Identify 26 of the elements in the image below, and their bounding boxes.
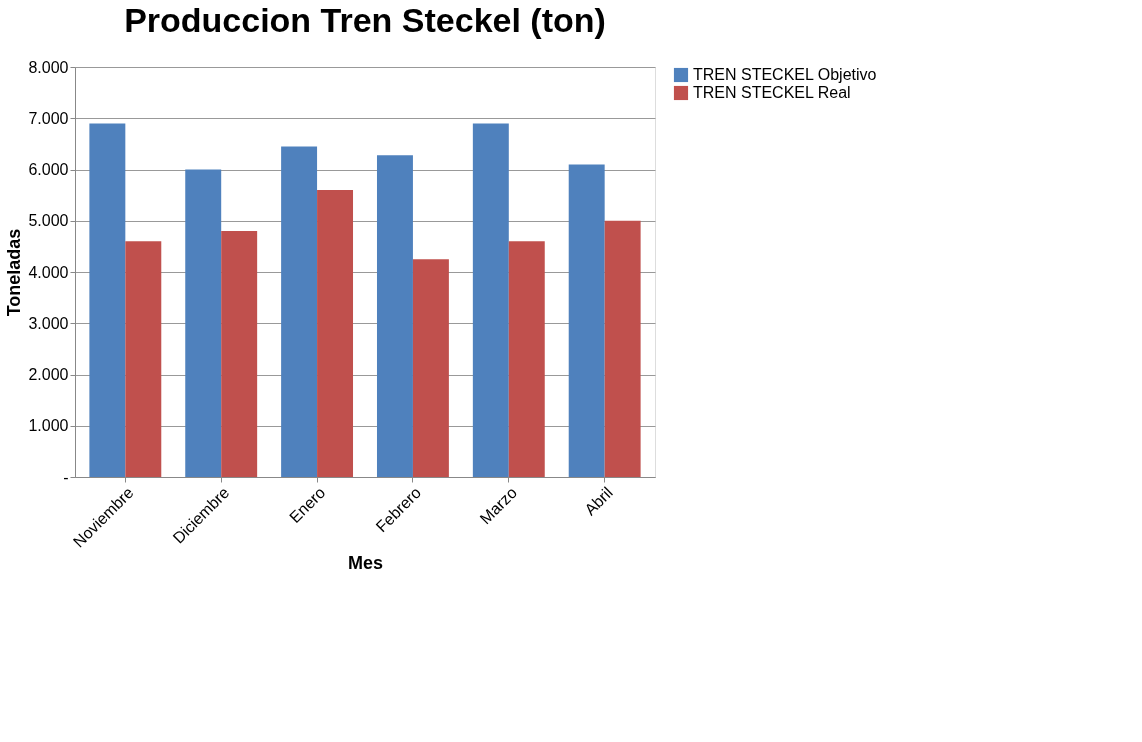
y-axis-title: Toneladas bbox=[4, 228, 25, 317]
bar bbox=[412, 259, 449, 477]
bar bbox=[376, 155, 413, 477]
legend-label: TREN STECKEL Objetivo bbox=[693, 66, 877, 83]
x-axis-title: Mes bbox=[347, 552, 384, 573]
bar bbox=[221, 231, 258, 477]
bar bbox=[604, 220, 641, 477]
bar bbox=[472, 123, 509, 477]
y-tick-label: - bbox=[63, 468, 69, 486]
y-tick-label: 8.000 bbox=[28, 58, 69, 76]
y-tick-label: 1.000 bbox=[28, 417, 69, 435]
y-tick-label: 7.000 bbox=[28, 109, 69, 127]
bar bbox=[508, 241, 545, 477]
y-tick-label: 3.000 bbox=[28, 314, 69, 332]
bar bbox=[89, 123, 126, 477]
bar bbox=[317, 190, 354, 477]
y-tick-label: 4.000 bbox=[28, 263, 69, 281]
bar bbox=[568, 164, 605, 477]
bar bbox=[185, 169, 222, 477]
chart-title: Produccion Tren Steckel (ton) bbox=[124, 1, 606, 39]
legend-label: TREN STECKEL Real bbox=[693, 84, 851, 101]
bar bbox=[125, 241, 162, 477]
y-tick-label: 5.000 bbox=[28, 212, 69, 230]
y-tick-label: 6.000 bbox=[28, 161, 69, 178]
y-tick-label: 2.000 bbox=[28, 366, 69, 383]
bar bbox=[281, 146, 318, 477]
